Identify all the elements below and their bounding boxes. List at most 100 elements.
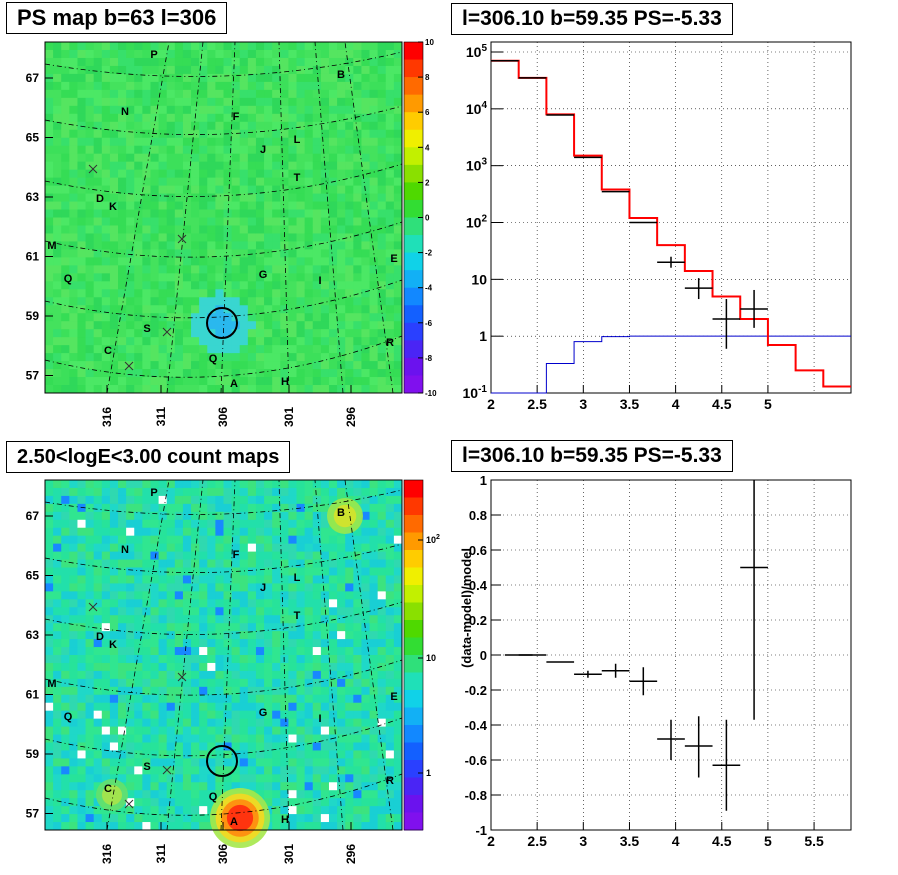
heatmap-cell — [353, 193, 362, 203]
heatmap-cell — [264, 495, 273, 505]
heatmap-cell — [312, 241, 322, 250]
heatmap-cell — [345, 153, 354, 163]
source-label: Q — [209, 353, 218, 365]
heatmap-cell — [369, 615, 379, 624]
heatmap-cell — [393, 519, 403, 529]
heatmap-cell — [77, 670, 87, 680]
heatmap-cell — [158, 265, 168, 274]
heatmap-cell — [361, 814, 371, 823]
heatmap-cell — [312, 607, 322, 616]
heatmap-cell — [247, 209, 257, 218]
heatmap-cell — [280, 209, 289, 218]
heatmap-cell — [199, 495, 208, 505]
heatmap-cell — [247, 257, 257, 266]
heatmap-cell — [182, 710, 192, 720]
heatmap-cell — [353, 121, 362, 131]
heatmap-cell — [239, 121, 249, 131]
heatmap-cell — [166, 814, 176, 823]
heatmap-cell — [328, 742, 338, 751]
heatmap-cell — [369, 710, 379, 720]
heatmap-cell — [320, 273, 330, 282]
heatmap-cell — [109, 113, 119, 123]
heatmap-cell — [312, 169, 322, 179]
heatmap-cell — [345, 201, 354, 211]
heatmap-cell — [377, 73, 387, 83]
colorbar-cell — [404, 112, 423, 131]
heatmap-cell — [345, 790, 354, 799]
heatmap-cell — [182, 97, 192, 107]
heatmap-cell — [174, 702, 184, 712]
heatmap-cell — [158, 694, 168, 704]
heatmap-cell — [126, 567, 135, 576]
heatmap-cell — [280, 503, 289, 513]
heatmap-cell — [109, 567, 119, 576]
heatmap-cell — [223, 257, 233, 266]
heatmap-cell — [328, 480, 338, 489]
heatmap-cell — [93, 369, 103, 378]
heatmap-cell — [377, 774, 387, 783]
heatmap-cell — [369, 702, 379, 712]
heatmap-cell — [280, 814, 289, 823]
heatmap-cell — [77, 790, 87, 799]
heatmap-cell — [191, 217, 200, 226]
heatmap-cell — [61, 806, 70, 815]
heatmap-cell — [393, 527, 403, 537]
heatmap-cell — [77, 153, 87, 163]
heatmap-cell — [385, 49, 395, 59]
heatmap-cell — [328, 718, 338, 728]
heatmap-cell — [255, 321, 265, 330]
y-tick-label: -0.4 — [465, 718, 488, 733]
heatmap-cell — [231, 503, 241, 513]
heatmap-cell — [280, 369, 289, 378]
heatmap-cell — [231, 241, 241, 250]
heatmap-cell — [182, 567, 192, 576]
heatmap-cell — [142, 385, 151, 394]
heatmap-cell — [337, 734, 346, 743]
heatmap-cell — [231, 345, 241, 354]
heatmap-cell — [328, 670, 338, 680]
heatmap-cell — [288, 702, 298, 712]
heatmap-cell — [385, 678, 395, 688]
heatmap-cell — [158, 161, 168, 171]
heatmap-cell — [142, 345, 151, 354]
heatmap-cell — [109, 201, 119, 211]
heatmap-cell — [239, 81, 249, 91]
heatmap-cell — [272, 559, 281, 568]
heatmap-cell — [174, 511, 184, 521]
heatmap-cell — [199, 345, 208, 354]
heatmap-cell — [85, 177, 95, 187]
heatmap-cell — [77, 774, 87, 783]
heatmap-cell — [353, 670, 362, 680]
heatmap-cell — [231, 487, 241, 497]
heatmap-cell — [61, 81, 70, 91]
heatmap-cell — [69, 193, 78, 203]
heatmap-cell — [247, 42, 257, 51]
heatmap-cell — [166, 750, 176, 759]
heatmap-cell — [199, 217, 208, 226]
heatmap-cell — [142, 694, 151, 704]
heatmap-cell — [93, 774, 103, 783]
heatmap-cell — [385, 655, 395, 664]
heatmap-cell — [134, 345, 143, 354]
heatmap-cell — [337, 742, 346, 751]
heatmap-cell — [101, 742, 111, 751]
heatmap-cell — [85, 313, 95, 322]
heatmap-cell — [312, 385, 322, 394]
heatmap-cell — [337, 313, 346, 322]
heatmap-cell — [231, 177, 241, 187]
heatmap-cell — [109, 750, 119, 759]
heatmap-cell — [361, 519, 371, 529]
heatmap-cell — [199, 265, 208, 274]
heatmap-cell — [377, 766, 387, 775]
heatmap-cell — [126, 551, 135, 561]
heatmap-cell — [393, 361, 403, 370]
heatmap-cell — [109, 137, 119, 147]
heatmap-cell — [385, 559, 395, 568]
heatmap-cell — [109, 161, 119, 171]
heatmap-cell — [320, 726, 330, 736]
heatmap-cell — [272, 73, 281, 83]
heatmap-cell — [109, 583, 119, 592]
heatmap-cell — [320, 73, 330, 83]
heatmap-cell — [272, 662, 281, 672]
heatmap-cell — [231, 718, 241, 728]
